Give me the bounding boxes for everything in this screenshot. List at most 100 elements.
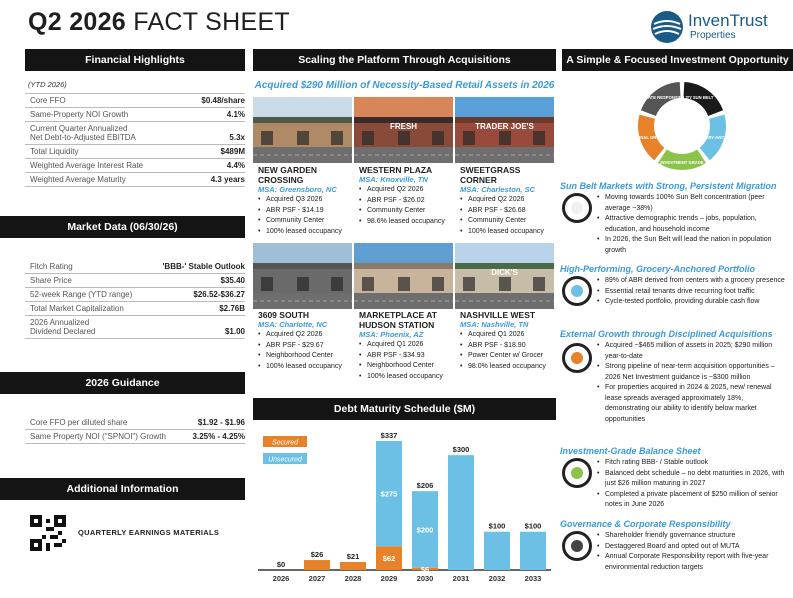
strategy-bullet: Destaggered Board and opted out of MUTA bbox=[596, 542, 788, 553]
strategy-wheel-icon: SUN BELT GROCERY-ANCHORED INVESTMENT GRADE… bbox=[626, 82, 739, 170]
property-bullet: Acquired Q3 2026 bbox=[258, 195, 357, 206]
wheel-segment bbox=[658, 149, 706, 170]
property-bullet: Acquired Q2 2026 bbox=[359, 185, 458, 196]
kv-row: Same Property NOI ("SPNOI") Growth 3.25% … bbox=[25, 430, 245, 444]
wheel-segment bbox=[699, 114, 726, 161]
kv-label: Core FFO per diluted share bbox=[30, 418, 128, 427]
kv-value: 'BBB-' Stable Outlook bbox=[162, 262, 245, 271]
strategy-section-title: External Growth through Disciplined Acqu… bbox=[560, 329, 773, 339]
kv-row: Core FFO per diluted share $1.92 - $1.96 bbox=[25, 416, 245, 430]
wheel-label: INVESTMENT GRADE bbox=[660, 160, 703, 165]
kv-label: Share Price bbox=[30, 276, 72, 285]
strategy-section-title: Investment-Grade Balance Sheet bbox=[560, 446, 701, 456]
x-tick-label: 2030 bbox=[417, 574, 434, 583]
earnings-materials-link[interactable]: QUARTERLY EARNINGS MATERIALS bbox=[78, 528, 220, 537]
property-bullet: Community Center bbox=[460, 216, 559, 227]
kv-value: $2.76B bbox=[219, 304, 245, 313]
kv-value: 4.4% bbox=[226, 161, 245, 170]
title-light: FACT SHEET bbox=[133, 8, 291, 36]
property-bullet: Community Center bbox=[258, 216, 357, 227]
property-bullet: Neighborhood Center bbox=[359, 361, 458, 372]
kv-label: Core FFO bbox=[30, 96, 66, 105]
strategy-bullet: Annual Corporate Responsibility report w… bbox=[596, 552, 788, 573]
bar-total-label: $337 bbox=[381, 431, 398, 440]
wheel-segment bbox=[638, 114, 665, 161]
bar-total-label: $0 bbox=[277, 560, 285, 569]
logo-icon bbox=[651, 11, 683, 43]
financial-highlights: (YTD 2026) Core FFO $0.48/share Same-Prope… bbox=[25, 80, 245, 187]
bar-total-label: $100 bbox=[525, 522, 542, 531]
kv-label: Same Property NOI ("SPNOI") Growth bbox=[30, 432, 166, 441]
acquisitions-subheading: Acquired $290 Million of Necessity-Based… bbox=[254, 80, 555, 91]
bar-total-label: $300 bbox=[453, 445, 470, 454]
property-bullet: 100% leased occupancy bbox=[258, 227, 357, 238]
property-bullet: ABR PSF - $29.67 bbox=[258, 341, 357, 352]
property-photo bbox=[354, 243, 453, 309]
property-photo bbox=[253, 97, 352, 163]
strategy-bullet: For properties acquired in 2024 & 2025, … bbox=[596, 383, 788, 425]
property-photo bbox=[253, 243, 352, 309]
property-photo: FRESH bbox=[354, 97, 453, 163]
logo-name: InvenTrust bbox=[688, 11, 768, 30]
property-bullet: Neighborhood Center bbox=[258, 351, 357, 362]
property-name: NEW GARDEN CROSSING bbox=[258, 165, 318, 185]
strategy-heading: A Simple & Focused Investment Opportunit… bbox=[562, 49, 793, 71]
guidance-heading: 2026 Guidance bbox=[0, 372, 245, 394]
bar-unsecured bbox=[448, 455, 474, 570]
strategy-section-title: Sun Belt Markets with Strong, Persistent… bbox=[560, 181, 777, 191]
icon-dot bbox=[571, 352, 583, 364]
kv-label: Weighted Average Interest Rate bbox=[30, 161, 144, 170]
property-bullet: ABR PSF - $26.68 bbox=[460, 206, 559, 217]
logo-sub: Properties bbox=[690, 30, 736, 41]
strategy-section-bullets: Acquired ~$465 million of assets in 2025… bbox=[596, 341, 788, 425]
strategy-section-title: High-Performing, Grocery-Anchored Portfo… bbox=[560, 264, 756, 274]
kv-row: 52-week Range (YTD range) $26.52-$36.27 bbox=[25, 288, 245, 302]
strategy-bullet: Strong pipeline of near-term acquisition… bbox=[596, 362, 788, 383]
property-photo: TRADER JOE'S bbox=[455, 97, 554, 163]
property-bullet: Acquired Q1 2026 bbox=[460, 330, 559, 341]
strategy-section-bullets: 89% of ABR derived from centers with a g… bbox=[596, 276, 788, 308]
legend-secured-swatch bbox=[263, 436, 307, 447]
bar-secured bbox=[304, 560, 330, 570]
acquisitions-heading: Scaling the Platform Through Acquisition… bbox=[253, 49, 556, 71]
page-title: Q2 2026 FACT SHEET bbox=[28, 8, 290, 37]
additional-info-heading: Additional Information bbox=[0, 478, 245, 500]
legend-unsecured-swatch bbox=[263, 453, 307, 464]
x-tick-label: 2027 bbox=[309, 574, 326, 583]
strategy-section-bullets: Moving towards 100% Sun Belt concentrati… bbox=[596, 193, 788, 256]
strategy-section-icon bbox=[562, 458, 592, 488]
x-tick-label: 2029 bbox=[381, 574, 398, 583]
wheel-label: EXTERNAL GROWTH bbox=[626, 135, 669, 140]
bar-segment-label: $200 bbox=[417, 525, 434, 534]
kv-label: 52-week Range (YTD range) bbox=[30, 290, 133, 299]
kv-value: $489M bbox=[220, 147, 245, 156]
qr-code-icon[interactable] bbox=[30, 515, 66, 551]
market-data: Fitch Rating 'BBB-' Stable Outlook Share P… bbox=[25, 260, 245, 339]
wheel-label: GROCERY-ANCHORED bbox=[693, 135, 739, 140]
property-name: WESTERN PLAZA bbox=[359, 165, 433, 175]
bar-secured bbox=[376, 546, 402, 570]
property-name: 3609 SOUTH bbox=[258, 310, 310, 320]
strategy-bullet: Balanced debt schedule – no debt maturit… bbox=[596, 469, 788, 490]
bar-unsecured bbox=[412, 491, 438, 568]
x-tick-label: 2031 bbox=[453, 574, 470, 583]
strategy-section-title: Governance & Corporate Responsibility bbox=[560, 519, 731, 529]
property-bullet: ABR PSF - $34.93 bbox=[359, 351, 458, 362]
legend-secured-label: Secured bbox=[272, 440, 299, 447]
property-bullet: 100% leased occupancy bbox=[460, 227, 559, 238]
strategy-bullet: Attractive demographic trends – jobs, po… bbox=[596, 214, 788, 235]
kv-row: Total Market Capitalization $2.76B bbox=[25, 302, 245, 316]
kv-value: $1.92 - $1.96 bbox=[197, 418, 245, 427]
strategy-bullet: Cycle-tested portfolio, providing durabl… bbox=[596, 297, 788, 308]
property-msa: MSA: Charleston, SC bbox=[460, 185, 536, 194]
property-bullet: Community Center bbox=[359, 206, 458, 217]
storefront-sign: DICK'S bbox=[491, 268, 518, 277]
storefront-sign: TRADER JOE'S bbox=[475, 122, 534, 131]
icon-dot bbox=[571, 540, 583, 552]
strategy-bullet: Acquired ~$465 million of assets in 2025… bbox=[596, 341, 788, 362]
property-bullet: Acquired Q2 2026 bbox=[460, 195, 559, 206]
property-bullet: 98.6% leased occupancy bbox=[359, 217, 458, 228]
company-logo: InvenTrust Properties bbox=[650, 8, 790, 44]
